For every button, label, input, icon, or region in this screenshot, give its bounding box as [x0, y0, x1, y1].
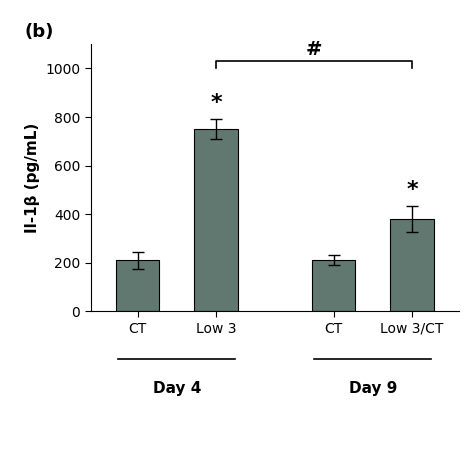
Y-axis label: Il-1β (pg/mL): Il-1β (pg/mL) — [25, 123, 39, 233]
Text: *: * — [210, 93, 222, 113]
Bar — [391, 219, 434, 311]
Bar — [116, 260, 159, 311]
Text: *: * — [406, 180, 418, 200]
Text: #: # — [306, 40, 322, 59]
Text: Day 9: Day 9 — [348, 381, 397, 396]
Bar — [194, 129, 237, 311]
Text: Day 4: Day 4 — [153, 381, 201, 396]
Text: (b): (b) — [24, 23, 54, 41]
Bar — [312, 260, 355, 311]
